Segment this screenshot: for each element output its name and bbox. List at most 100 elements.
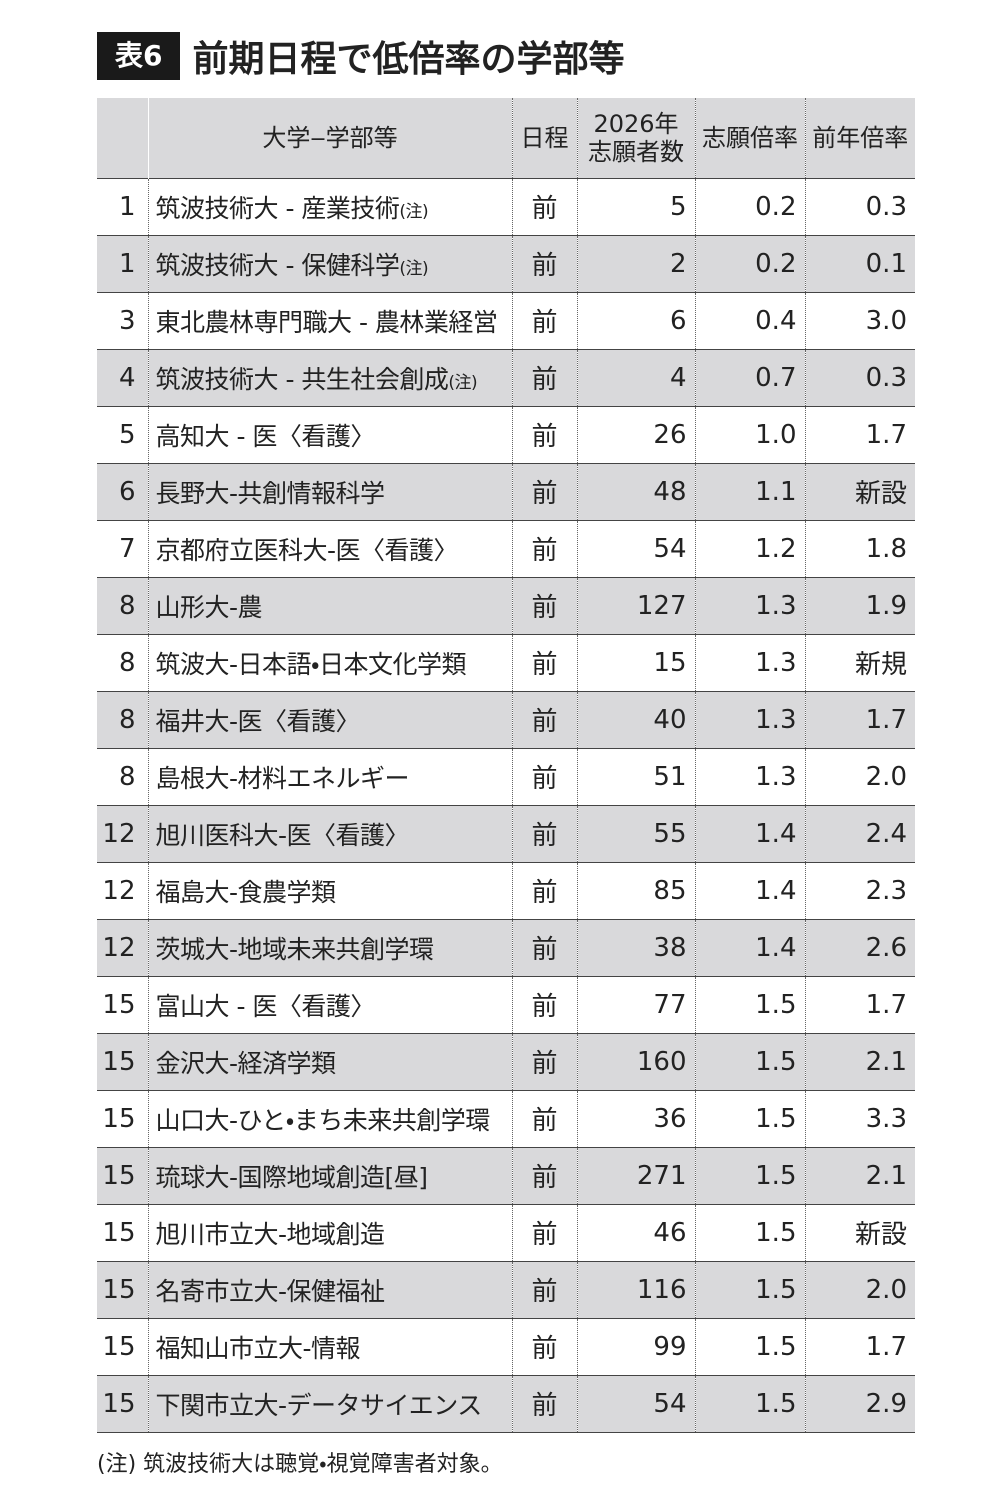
prev-ratio-cell: 2.6 [804,919,915,976]
name-cell: 金沢大-経済学類 [147,1033,512,1090]
schedule-cell: 前 [511,349,577,406]
table-row: 5 高知大 - 医〈看護〉 前 26 1.0 1.7 [97,406,915,463]
name-text: 東北農林専門職大 - 農林業経営 [155,307,498,337]
applicants-cell: 55 [576,805,695,862]
schedule-cell: 前 [511,1375,577,1432]
ratio-cell: 1.5 [694,1033,805,1090]
rank-cell: 15 [102,1388,136,1419]
schedule-cell: 前 [511,1318,577,1375]
table-row: 7 京都府立医科大-医〈看護〉 前 54 1.2 1.8 [97,520,915,577]
note-mark: (注) [399,201,429,222]
rank-cell: 15 [102,989,136,1020]
prev-ratio-cell: 2.4 [804,805,915,862]
ratio-cell: 1.3 [694,577,805,634]
ratio-cell: 1.5 [694,976,805,1033]
applicants-cell: 5 [576,178,695,235]
schedule-cell: 前 [511,577,577,634]
prev-ratio-cell: 1.9 [804,577,915,634]
table-row: 15 名寄市立大-保健福祉 前 116 1.5 2.0 [97,1261,915,1318]
name-text: 下関市立大-データサイエンス [155,1390,483,1420]
applicants-cell: 127 [576,577,695,634]
rank-cell: 8 [118,704,136,735]
name-cell: 名寄市立大-保健福祉 [147,1261,512,1318]
header-cell: 2026年 志願者数 [576,98,695,178]
ratio-cell: 1.5 [694,1375,805,1432]
table-label: 表6 [97,32,181,80]
table-row: 1 筑波技術大 - 産業技術(注) 前 5 0.2 0.3 [97,178,915,235]
ratio-cell: 1.4 [694,805,805,862]
table-row: 15 下関市立大-データサイエンス前 54 1.5 2.9 [97,1375,915,1432]
rank-cell: 15 [102,1217,136,1248]
name-cell: 旭川市立大-地域創造 [147,1204,512,1261]
name-cell: 東北農林専門職大 - 農林業経営 [147,292,512,349]
prev-ratio-cell: 2.3 [804,862,915,919]
name-text: 京都府立医科大-医〈看護〉 [155,535,459,565]
rank-cell: 15 [102,1103,136,1134]
prev-ratio-cell: 1.7 [804,691,915,748]
prev-ratio-cell: 1.8 [804,520,915,577]
applicants-cell: 160 [576,1033,695,1090]
ratio-cell: 1.5 [694,1147,805,1204]
name-cell: 富山大 - 医〈看護〉 [147,976,512,1033]
prev-ratio-cell: 2.0 [804,748,915,805]
header-cell: 大学‒学部等 [147,98,512,178]
name-text: 長野大-共創情報科学 [155,478,386,508]
table-row: 4 筑波技術大 - 共生社会創成(注) 前 4 0.7 0.3 [97,349,915,406]
name-text: 山口大-ひと・まち未来共創学環 [155,1105,491,1135]
table-row: 15 福知山市立大-情報 前 99 1.5 1.7 [97,1318,915,1375]
name-cell: 筑波技術大 - 産業技術(注) [147,178,512,235]
prev-ratio-cell: 0.1 [804,235,915,292]
table-row: 8 筑波大-日本語・日本文化学類 前 15 1.3 新規 [97,634,915,691]
schedule-cell: 前 [511,178,577,235]
ratio-cell: 1.4 [694,862,805,919]
name-text: 筑波技術大 - 保健科学 [155,250,400,280]
rank-cell: 15 [102,1046,136,1077]
title: 表6 前期日程で低倍率の学部等 [97,32,625,80]
ratio-cell: 1.5 [694,1090,805,1147]
prev-ratio-cell: 新規 [804,634,915,691]
name-text: 島根大-材料エネルギー [155,763,410,793]
ratio-cell: 0.4 [694,292,805,349]
name-cell: 山形大-農 [147,577,512,634]
applicants-cell: 51 [576,748,695,805]
prev-ratio-cell: 3.3 [804,1090,915,1147]
applicants-cell: 271 [576,1147,695,1204]
applicants-cell: 6 [576,292,695,349]
rank-cell: 8 [118,761,136,792]
name-cell: 高知大 - 医〈看護〉 [147,406,512,463]
applicants-cell: 85 [576,862,695,919]
prev-ratio-cell: 0.3 [804,349,915,406]
table-row: 6 長野大-共創情報科学 前 48 1.1 新設 [97,463,915,520]
schedule-cell: 前 [511,463,577,520]
ratio-cell: 1.5 [694,1204,805,1261]
table-row: 15 山口大-ひと・まち未来共創学環前 36 1.5 3.3 [97,1090,915,1147]
name-text: 旭川医科大-医〈看護〉 [155,820,410,850]
prev-ratio-cell: 1.7 [804,1318,915,1375]
applicants-cell: 54 [576,520,695,577]
schedule-cell: 前 [511,748,577,805]
header-line: 志願者数 [588,137,684,166]
ratio-cell: 1.4 [694,919,805,976]
prev-ratio-cell: 新設 [804,463,915,520]
schedule-cell: 前 [511,1090,577,1147]
table-row: 12 旭川医科大-医〈看護〉 前 55 1.4 2.4 [97,805,915,862]
applicants-cell: 54 [576,1375,695,1432]
prev-ratio-cell: 2.9 [804,1375,915,1432]
ratio-cell: 1.5 [694,1318,805,1375]
note-mark: (注) [399,258,429,279]
table-row: 15 金沢大-経済学類 前 160 1.5 2.1 [97,1033,915,1090]
prev-ratio-cell: 1.7 [804,976,915,1033]
name-text: 山形大-農 [155,592,263,622]
header-cell: 志願倍率 [694,98,805,178]
ratio-cell: 1.3 [694,748,805,805]
ratio-cell: 1.3 [694,634,805,691]
ratio-cell: 1.2 [694,520,805,577]
ratio-cell: 0.2 [694,235,805,292]
name-text: 福井大-医〈看護〉 [155,706,361,736]
name-cell: 島根大-材料エネルギー [147,748,512,805]
table-body: 1 筑波技術大 - 産業技術(注) 前 5 0.2 0.3 1 筑波技術大 - 保健科学(注)… [97,178,915,1432]
prev-ratio-cell: 2.1 [804,1033,915,1090]
name-cell: 福井大-医〈看護〉 [147,691,512,748]
schedule-cell: 前 [511,634,577,691]
